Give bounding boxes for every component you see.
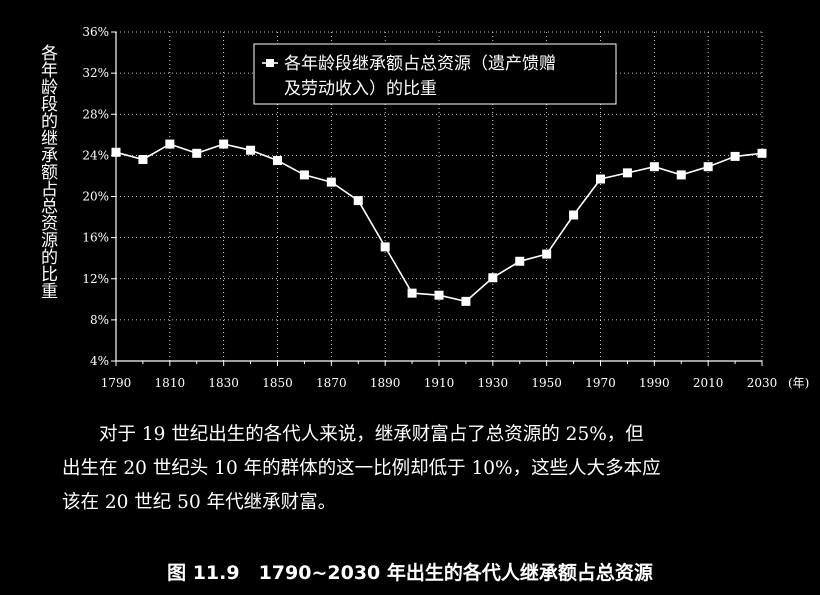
x-tick-label: 1810 bbox=[155, 376, 186, 390]
y-tick-label: 28% bbox=[82, 107, 109, 121]
data-point bbox=[757, 148, 767, 158]
legend: 各年龄段继承额占总资源（遗产馈赠 及劳动收入）的比重 bbox=[253, 43, 617, 105]
y-axis-label: 各年龄段的继承额占总资源的比重 bbox=[37, 44, 57, 299]
x-tick-label: 2010 bbox=[693, 376, 724, 390]
x-tick-labels: 1790 1810 1830 1850 1870 1890 1910 1930 1950 1970… bbox=[101, 376, 778, 390]
x-tick-label: 2030 bbox=[747, 376, 778, 390]
y-tick-label: 12% bbox=[82, 272, 109, 286]
x-tick-label: 1990 bbox=[639, 376, 670, 390]
data-point bbox=[676, 170, 686, 180]
data-point bbox=[273, 156, 282, 166]
y-tick-label: 8% bbox=[90, 313, 109, 327]
data-point bbox=[703, 162, 713, 172]
x-tick-label: 1910 bbox=[424, 376, 455, 390]
body-line-1: 对于 19 世纪出生的各代人来说，继承财富占了总资源的 25%，但 bbox=[99, 424, 644, 445]
x-tick-label: 1890 bbox=[370, 376, 401, 390]
x-tick-label: 1870 bbox=[316, 376, 347, 390]
data-point bbox=[407, 288, 417, 298]
x-unit-label: (年) bbox=[788, 376, 809, 390]
x-tick-label: 1790 bbox=[101, 376, 132, 390]
data-point bbox=[192, 148, 202, 158]
data-point bbox=[622, 168, 632, 178]
x-tick-label: 1830 bbox=[208, 376, 239, 390]
data-point bbox=[138, 154, 148, 164]
body-paragraph: 对于 19 世纪出生的各代人来说，继承财富占了总资源的 25%，但 出生在 20… bbox=[62, 418, 802, 520]
data-point bbox=[596, 174, 605, 184]
data-point bbox=[299, 170, 309, 180]
data-points bbox=[111, 139, 767, 306]
data-point bbox=[165, 139, 175, 149]
data-point bbox=[730, 151, 740, 161]
y-tick-label: 16% bbox=[82, 231, 109, 245]
y-tick-label: 32% bbox=[82, 66, 109, 80]
x-tick-label: 1850 bbox=[262, 376, 293, 390]
y-tick-label: 24% bbox=[82, 148, 109, 162]
legend-line-1: 各年龄段继承额占总资源（遗产馈赠 bbox=[284, 54, 556, 74]
data-point bbox=[515, 256, 525, 266]
data-point bbox=[111, 147, 121, 157]
data-point bbox=[380, 242, 390, 252]
x-tick-label: 1950 bbox=[531, 376, 562, 390]
data-point bbox=[353, 196, 363, 206]
data-point bbox=[326, 177, 336, 187]
legend-box bbox=[253, 43, 617, 105]
legend-marker bbox=[266, 59, 274, 67]
body-line-3: 该在 20 世纪 50 年代继承财富。 bbox=[62, 492, 337, 513]
series-line bbox=[115, 143, 763, 303]
y-tick-label: 20% bbox=[82, 190, 109, 204]
body-line-2: 出生在 20 世纪头 10 年的群体的这一比例却低于 10%，这些人大多本应 bbox=[62, 458, 661, 479]
axes bbox=[111, 31, 763, 366]
x-tick-label: 1930 bbox=[478, 376, 509, 390]
y-tick-label: 36% bbox=[82, 25, 109, 39]
y-tick-labels: 4% 8% 12% 16% 20% 24% 28% 32% 36% bbox=[82, 25, 109, 368]
figure-caption: 图 11.9 1790~2030 年出生的各代人继承额占总资源 bbox=[167, 562, 653, 584]
data-point bbox=[488, 273, 498, 283]
data-point bbox=[461, 296, 471, 306]
y-tick-label: 4% bbox=[90, 354, 109, 368]
line-chart: 4% 8% 12% 16% 20% 24% 28% 32% 36% 1790 1810 1830 18… bbox=[82, 25, 809, 390]
x-tick-label: 1970 bbox=[585, 376, 616, 390]
data-point bbox=[246, 145, 256, 155]
data-point bbox=[434, 290, 444, 300]
data-point bbox=[219, 139, 229, 149]
data-point bbox=[649, 162, 659, 172]
data-point bbox=[542, 249, 552, 259]
legend-line-2: 及劳动收入）的比重 bbox=[284, 79, 437, 99]
grid-lines bbox=[116, 31, 763, 361]
data-point bbox=[569, 210, 579, 220]
